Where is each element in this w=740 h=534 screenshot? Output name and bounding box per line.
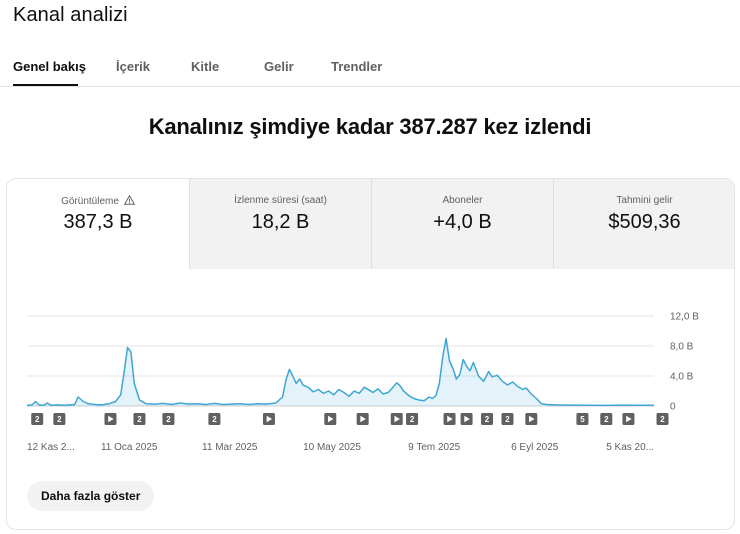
upload-count-marker[interactable] <box>600 413 613 425</box>
metric-tabs: Görüntüleme 387,3 B İzlenme süresi (saat… <box>7 179 734 269</box>
tab-overview[interactable]: Genel bakış <box>13 59 86 74</box>
tab-revenue[interactable]: Gelir <box>264 59 294 74</box>
upload-count-label: 2 <box>166 415 171 424</box>
upload-count-marker[interactable] <box>53 413 66 425</box>
active-tab-indicator <box>13 84 78 86</box>
metric-watch-time-label: İzlenme süresi (saat) <box>234 195 327 206</box>
x-tick-label: 5 Kas 20... <box>606 442 654 453</box>
x-tick-label: 12 Kas 2... <box>27 442 75 453</box>
upload-count-marker[interactable] <box>501 413 514 425</box>
x-tick-label: 11 Mar 2025 <box>202 442 258 453</box>
metric-subscribers-value: +4,0 B <box>433 211 492 233</box>
x-tick-label: 11 Oca 2025 <box>101 442 158 453</box>
upload-count-marker[interactable] <box>162 413 175 425</box>
upload-count-label: 2 <box>660 415 665 424</box>
play-icon <box>464 415 470 423</box>
play-icon <box>327 415 334 423</box>
play-icon <box>626 415 632 423</box>
upload-count-label: 2 <box>137 415 142 424</box>
upload-count-label: 5 <box>580 415 585 424</box>
upload-count-marker[interactable] <box>481 413 494 425</box>
metric-views[interactable]: Görüntüleme 387,3 B <box>7 179 189 269</box>
metric-views-value: 387,3 B <box>63 211 133 233</box>
upload-count-marker[interactable] <box>406 413 419 425</box>
x-tick-label: 9 Tem 2025 <box>408 442 461 453</box>
overview-card: Görüntüleme 387,3 B İzlenme süresi (saat… <box>6 178 735 530</box>
tab-content[interactable]: İçerik <box>116 59 150 74</box>
y-tick-label: 0 <box>670 402 676 413</box>
upload-count-marker[interactable] <box>656 413 669 425</box>
play-icon <box>447 415 453 423</box>
series-line <box>26 337 654 407</box>
upload-count-label: 2 <box>212 415 217 424</box>
play-icon <box>266 415 273 423</box>
metric-views-label: Görüntüleme <box>61 196 119 207</box>
upload-count-label: 2 <box>505 415 510 424</box>
upload-count-label: 2 <box>485 415 490 424</box>
upload-count-label: 2 <box>35 415 40 424</box>
metric-watch-time-value: 18,2 B <box>251 211 310 233</box>
metric-revenue[interactable]: Tahmini gelir $509,36 <box>553 179 734 269</box>
metric-watch-time[interactable]: İzlenme süresi (saat) 18,2 B <box>189 179 371 269</box>
play-icon <box>394 415 400 423</box>
show-more-button[interactable]: Daha fazla göster <box>27 481 155 511</box>
upload-count-marker[interactable] <box>31 413 44 425</box>
x-tick-label: 10 May 2025 <box>303 442 361 453</box>
series-area <box>27 338 654 406</box>
views-chart: 12,0 B8,0 B4,0 B02 2 2 2 2 2 2 2 5 2 212 Kas 2... 1… <box>26 312 699 453</box>
metric-subscribers[interactable]: Aboneler +4,0 B <box>371 179 553 269</box>
x-tick-label: 6 Eyl 2025 <box>511 442 559 453</box>
play-icon <box>108 415 114 423</box>
upload-count-label: 2 <box>604 415 609 424</box>
upload-count-marker[interactable] <box>208 413 221 425</box>
metric-subscribers-label: Aboneler <box>442 195 483 206</box>
tab-trends[interactable]: Trendler <box>331 59 383 74</box>
y-tick-label: 12,0 B <box>670 312 699 323</box>
analytics-tabs: Genel bakış İçerik Kitle Gelir Trendler <box>0 56 740 87</box>
upload-count-label: 2 <box>410 415 415 424</box>
play-icon <box>529 415 535 423</box>
upload-count-marker[interactable] <box>133 413 146 425</box>
metric-revenue-value: $509,36 <box>608 211 681 233</box>
play-icon <box>360 415 366 423</box>
upload-count-label: 2 <box>57 415 62 424</box>
channel-views-headline: Kanalınız şimdiye kadar 387.287 kez izle… <box>148 114 592 139</box>
upload-count-marker[interactable] <box>576 413 589 425</box>
metric-revenue-label: Tahmini gelir <box>616 195 673 206</box>
tab-audience[interactable]: Kitle <box>191 59 220 74</box>
page-title: Kanal analizi <box>13 4 128 26</box>
warning-icon[interactable] <box>123 194 136 208</box>
y-tick-label: 4,0 B <box>670 372 694 383</box>
y-tick-label: 8,0 B <box>670 342 694 353</box>
